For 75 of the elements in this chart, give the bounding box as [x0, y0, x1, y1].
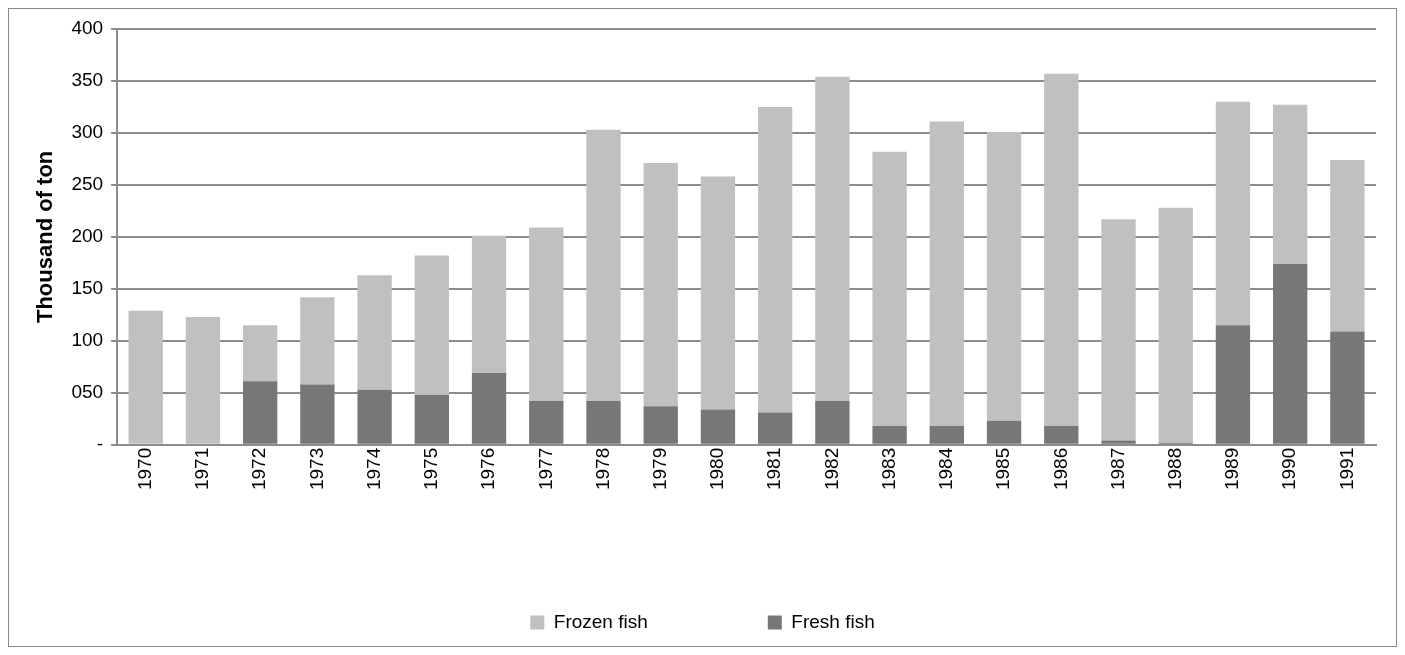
bar — [414, 255, 449, 395]
y-tick-label: 250 — [71, 173, 104, 195]
x-tick-label: 1973 — [305, 447, 327, 491]
x-tick-label: 1980 — [706, 447, 728, 491]
x-tick-label: 1975 — [420, 447, 442, 491]
bar — [414, 394, 449, 444]
bar — [872, 426, 907, 444]
y-tick-label: 050 — [71, 381, 104, 402]
bar — [815, 401, 850, 444]
bar — [586, 401, 621, 444]
x-tick-label: 1974 — [362, 447, 384, 491]
bar — [471, 235, 507, 374]
x-tick-label: 1985 — [992, 447, 1014, 491]
y-tick-label: 300 — [71, 121, 104, 143]
bar — [242, 381, 278, 444]
y-tick-label: 400 — [71, 17, 104, 39]
x-tick-label: 1979 — [648, 447, 670, 491]
bar — [986, 420, 1022, 444]
bar — [300, 384, 335, 444]
bar — [1330, 159, 1365, 332]
y-tick-label: 150 — [71, 277, 104, 299]
y-axis-title: Thousand of ton — [32, 150, 58, 324]
bar — [1101, 440, 1136, 444]
bar — [128, 310, 163, 444]
x-tick-label: 1983 — [877, 447, 899, 491]
bar — [242, 325, 278, 382]
y-tick-label: 350 — [71, 69, 104, 91]
y-tick-label: - — [96, 432, 104, 454]
bar — [700, 409, 736, 444]
bar — [929, 426, 964, 444]
x-tick-label: 1970 — [133, 447, 155, 491]
x-tick-label: 1990 — [1278, 447, 1300, 491]
x-tick-label: 1972 — [248, 447, 270, 491]
bar — [529, 227, 564, 402]
x-tick-label: 1986 — [1049, 447, 1071, 491]
bar — [986, 131, 1022, 421]
bar — [471, 373, 507, 444]
x-tick-label: 1982 — [820, 447, 842, 491]
x-tick-label: 1976 — [477, 447, 499, 491]
bar — [1273, 104, 1308, 264]
legend-label: Frozen fish — [553, 610, 648, 632]
bar — [643, 406, 678, 444]
bar — [1215, 101, 1251, 326]
x-tick-label: 1987 — [1106, 447, 1128, 491]
bar — [300, 297, 335, 385]
bar — [586, 129, 621, 402]
bar — [1101, 219, 1136, 441]
bar — [1273, 263, 1308, 444]
x-tick-label: 1977 — [534, 447, 556, 491]
y-tick-label: 200 — [71, 225, 104, 247]
x-tick-label: 1989 — [1221, 447, 1243, 491]
x-tick-label: 1984 — [935, 447, 957, 491]
legend-label: Fresh fish — [791, 610, 875, 632]
bar — [872, 151, 907, 427]
bar — [700, 176, 736, 410]
bar — [357, 275, 392, 390]
bar — [758, 106, 793, 413]
x-tick-label: 1971 — [191, 447, 213, 491]
bar — [1044, 73, 1079, 427]
bar — [815, 76, 850, 402]
bar — [1330, 331, 1365, 444]
bar — [758, 412, 793, 444]
bar — [185, 316, 221, 444]
x-tick-label: 1981 — [763, 447, 785, 491]
bar — [529, 401, 564, 444]
bar — [643, 163, 678, 407]
bar — [929, 121, 964, 427]
x-tick-label: 1991 — [1335, 447, 1357, 491]
y-tick-label: 100 — [71, 329, 104, 351]
x-tick-label: 1978 — [591, 447, 613, 491]
bar — [1158, 207, 1193, 443]
bar — [1215, 325, 1251, 444]
bar — [1044, 426, 1079, 444]
bar — [357, 389, 392, 444]
x-tick-label: 1988 — [1163, 447, 1185, 491]
